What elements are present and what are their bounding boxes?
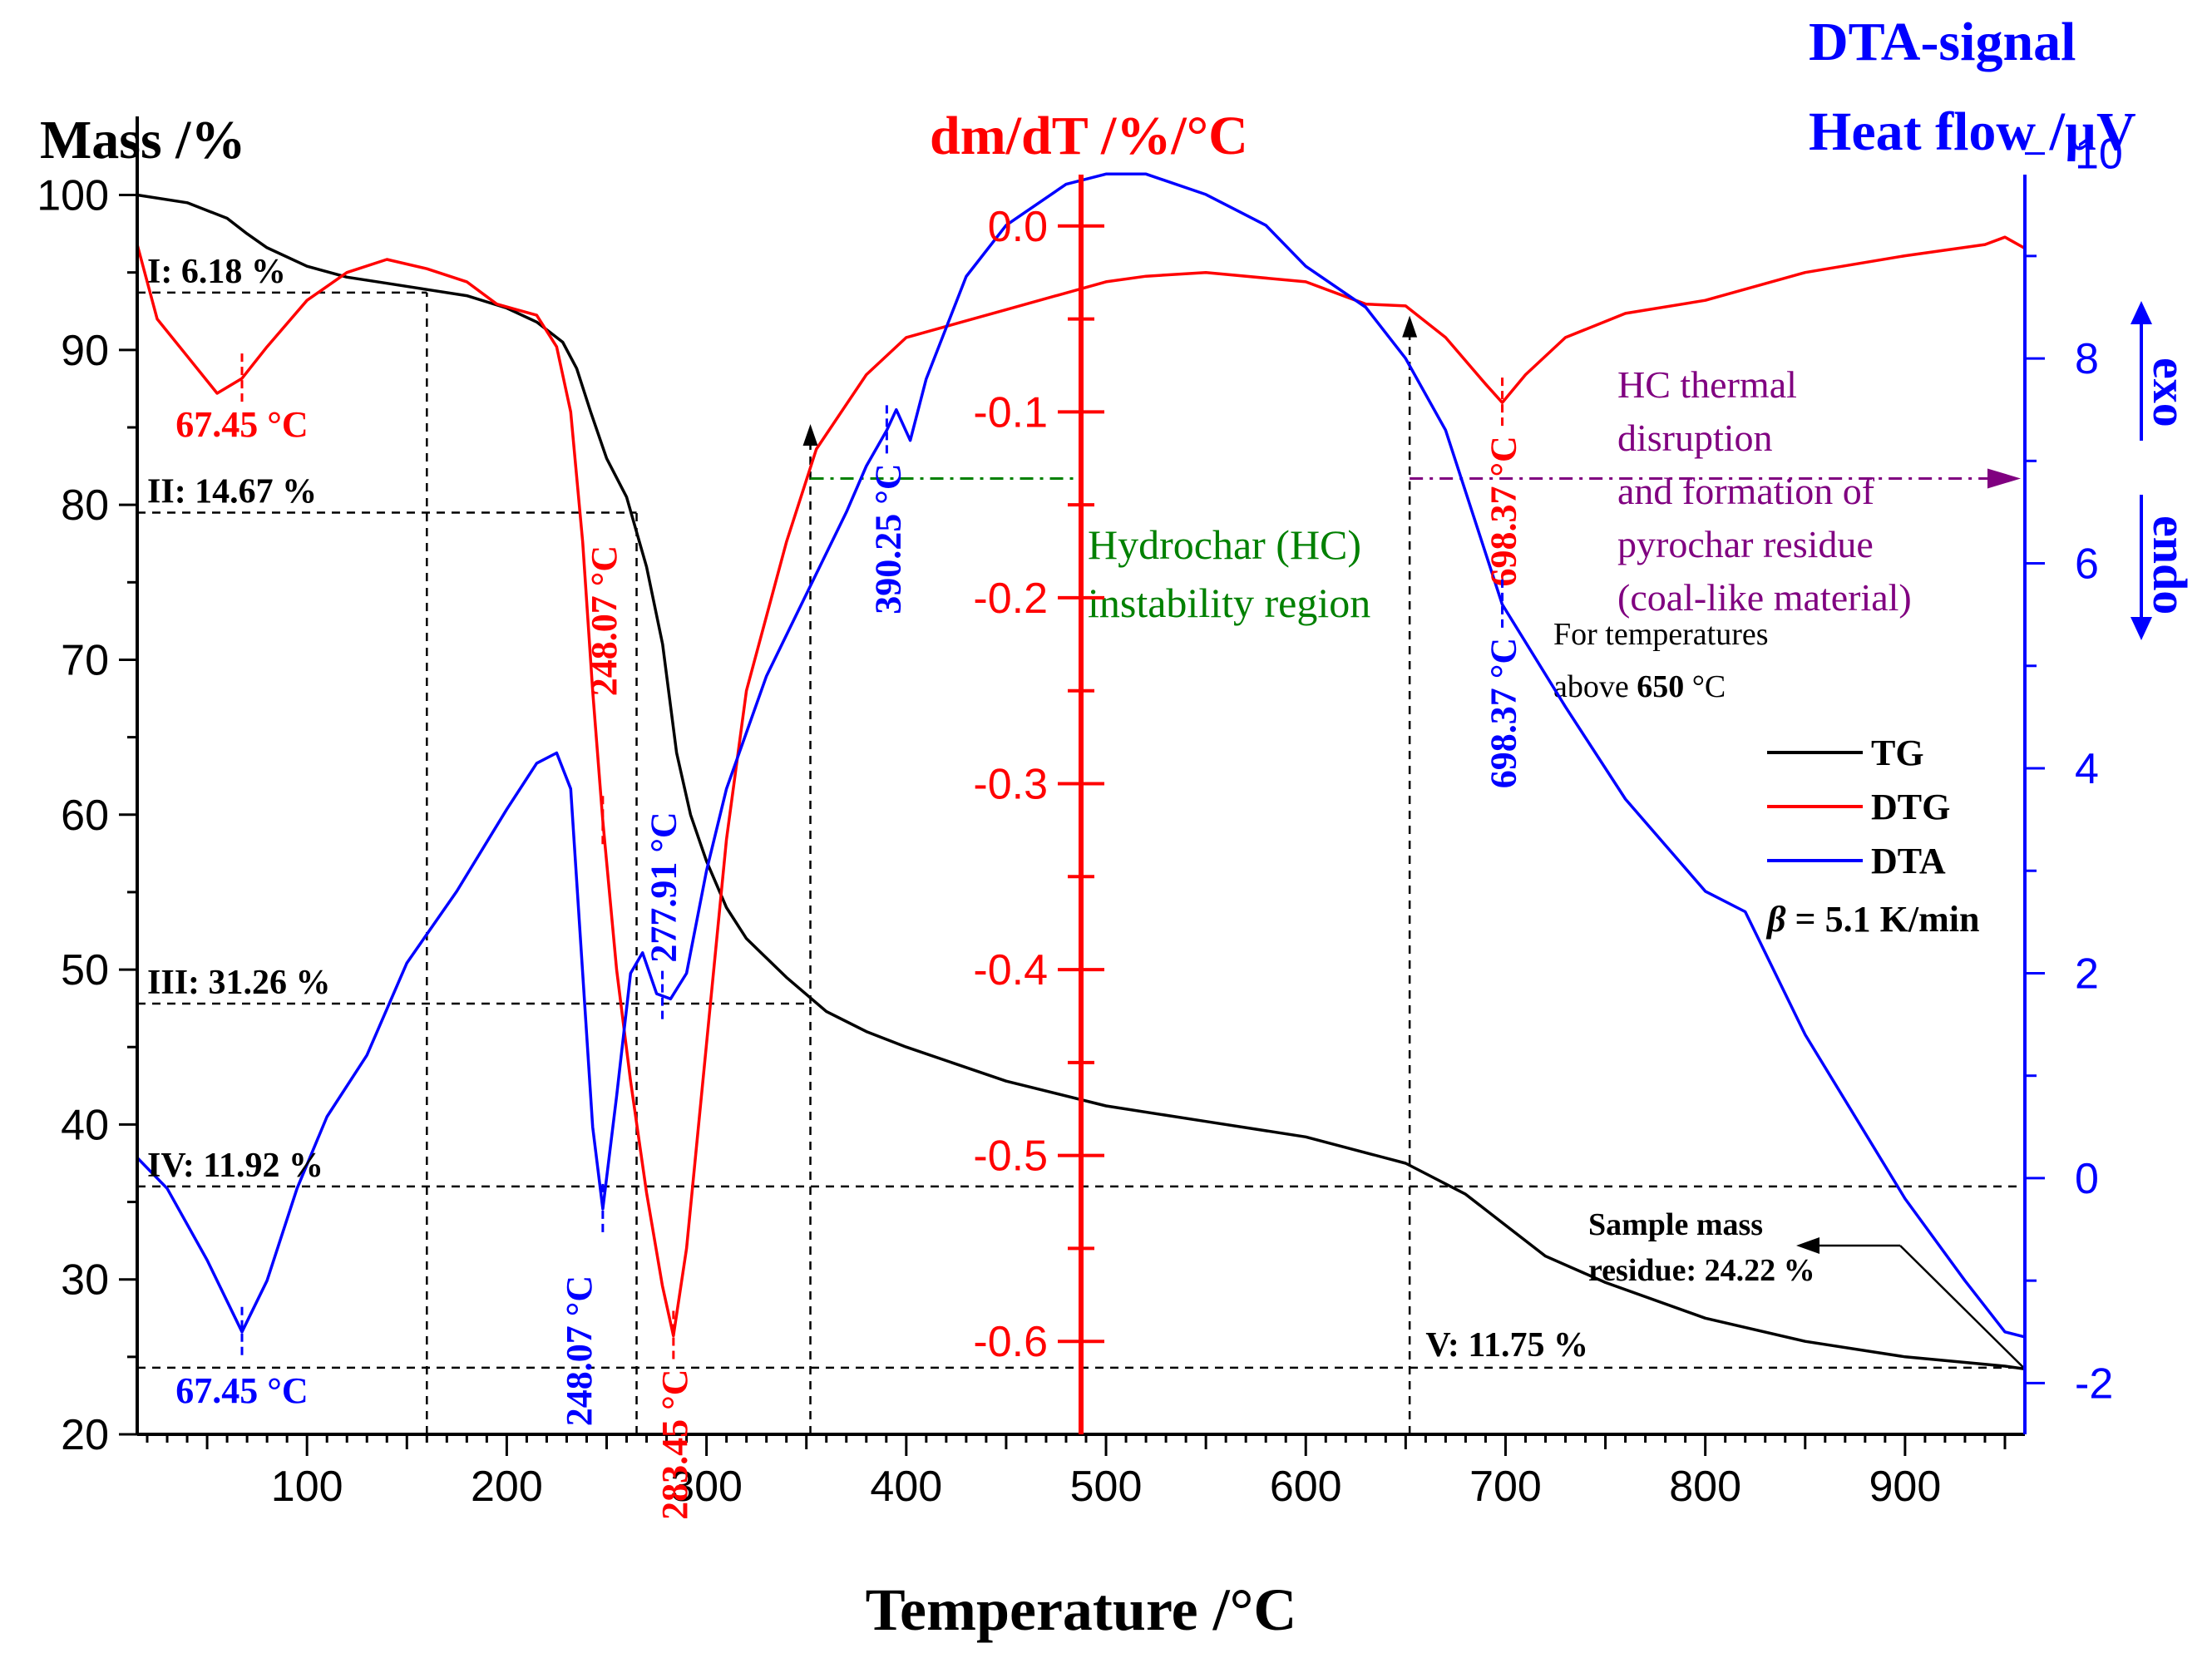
stage-label: III: 31.26 % bbox=[147, 964, 331, 1002]
legend: TG DTG DTA β = 5.1 K/min bbox=[1765, 733, 1979, 940]
curve-tg bbox=[136, 193, 2026, 1371]
x-tick-label: 400 bbox=[870, 1463, 942, 1511]
peak-label: 67.45 °C bbox=[175, 404, 308, 445]
peak-label: 698.37 °C bbox=[1484, 436, 1524, 586]
dtg-tick-label: -0.2 bbox=[973, 575, 1048, 623]
exo-arrow-head bbox=[2131, 301, 2152, 324]
dta-tick-label: 10 bbox=[2075, 131, 2123, 179]
dtg-axis-title-main: dm/dT /%/ bbox=[930, 106, 1187, 166]
dtg-tick-label: -0.6 bbox=[973, 1318, 1048, 1366]
legend-label-dtg: DTG bbox=[1871, 787, 1950, 827]
dta-axis-title-line2: Heat flow /µV bbox=[1809, 101, 2136, 162]
mass-tick-label: 70 bbox=[61, 636, 109, 684]
dta-tick-label: 0 bbox=[2075, 1155, 2099, 1203]
mass-tick-label: 100 bbox=[37, 172, 109, 220]
temps-note-unit: °C bbox=[1684, 669, 1726, 704]
peak-label: 390.25 °C bbox=[867, 463, 908, 614]
stage-labels-layer: I: 6.18 % II: 14.67 % III: 31.26 % IV: 11.9… bbox=[147, 253, 1588, 1364]
peak-label: 283.45 °C bbox=[654, 1369, 695, 1520]
x-tick-label: 600 bbox=[1270, 1463, 1342, 1511]
x-tick-label: 300 bbox=[670, 1463, 743, 1511]
stage-label: V: 11.75 % bbox=[1425, 1326, 1588, 1364]
residue-pointer-line bbox=[1899, 1245, 2026, 1370]
dtg-tick-label: -0.1 bbox=[973, 388, 1048, 437]
hc-thermal-line4: pyrochar residue bbox=[1617, 523, 1874, 565]
hc-thermal-line3: and formation of bbox=[1617, 470, 1875, 512]
dtg-axis-title: dm/dT /%/°C bbox=[930, 106, 1248, 166]
stage-label: I: 6.18 % bbox=[147, 253, 286, 291]
guide-arrow-head bbox=[1402, 315, 1418, 338]
x-axis-title-unit: °C bbox=[1230, 1577, 1297, 1643]
dtg-tick-label: 0.0 bbox=[988, 203, 1048, 251]
peak-label: 277.91 °C bbox=[644, 812, 684, 962]
stage-label: IV: 11.92 % bbox=[147, 1147, 323, 1185]
x-tick-label: 200 bbox=[471, 1463, 543, 1511]
mass-tick-label: 20 bbox=[61, 1411, 109, 1459]
mass-tick-label: 90 bbox=[61, 327, 109, 375]
hc-thermal-line1: HC thermal bbox=[1617, 363, 1797, 406]
mass-axis-title: Mass /% bbox=[40, 110, 246, 170]
legend-label-dta: DTA bbox=[1871, 841, 1946, 881]
dtg-tick-label: -0.4 bbox=[973, 946, 1048, 994]
dta-axis-title-line1: DTA-signal bbox=[1809, 12, 2076, 72]
x-axis-title: Temperature /°C bbox=[866, 1577, 1297, 1643]
endo-label: endo bbox=[2143, 516, 2197, 614]
temps-note-line2: above 650 °C bbox=[1553, 669, 1726, 704]
dta-tick-label: -2 bbox=[2075, 1359, 2113, 1408]
dtg-tick-label: -0.5 bbox=[973, 1132, 1048, 1181]
endo-arrow-head bbox=[2131, 617, 2152, 640]
mass-tick-label: 30 bbox=[61, 1256, 109, 1305]
x-axis-title-main: Temperature / bbox=[866, 1577, 1231, 1643]
residue-arrow-head bbox=[1796, 1237, 1819, 1254]
dta-tick-label: 6 bbox=[2075, 540, 2099, 589]
dta-tick-label: 8 bbox=[2075, 335, 2099, 383]
dtg-tick-label: -0.3 bbox=[973, 761, 1048, 809]
mass-tick-label: 60 bbox=[61, 792, 109, 840]
dta-tick-label: 2 bbox=[2075, 950, 2099, 998]
residue-note-line2: residue: 24.22 % bbox=[1588, 1253, 1815, 1288]
dtg-axis-title-unit: °C bbox=[1187, 106, 1248, 166]
hc-region-label-line1: Hydrochar (HC) bbox=[1088, 521, 1361, 568]
mass-tick-label: 80 bbox=[61, 481, 109, 530]
hc-region-label-line2: instability region bbox=[1088, 580, 1370, 626]
curves-layer bbox=[136, 172, 2026, 1371]
axes-layer: 100 200 300 400 500 600 700 800 9002030405060708… bbox=[37, 116, 2152, 1511]
hc-thermal-line2: disruption bbox=[1617, 417, 1773, 459]
hc-thermal-line5: (coal-like material) bbox=[1617, 576, 1912, 619]
peak-label: 67.45 °C bbox=[175, 1370, 308, 1411]
beta-value: = 5.1 K/min bbox=[1786, 899, 1980, 940]
peak-label: 698.37 °C bbox=[1484, 638, 1524, 788]
peak-markers-layer: 67.45 °C 248.07 °C 283.45 °C 698.37 °C 67.45… bbox=[175, 353, 1524, 1520]
hc-thermal-arrow-head bbox=[1987, 468, 2021, 489]
exo-label: exo bbox=[2143, 358, 2197, 427]
x-tick-label: 500 bbox=[1070, 1463, 1143, 1511]
dta-tick-label: 4 bbox=[2075, 745, 2099, 793]
x-tick-label: 700 bbox=[1469, 1463, 1542, 1511]
residue-note-line1: Sample mass bbox=[1588, 1207, 1763, 1242]
guide-arrow-head bbox=[802, 423, 818, 446]
legend-label-tg: TG bbox=[1871, 733, 1924, 773]
x-tick-label: 900 bbox=[1869, 1463, 1941, 1511]
temps-note-value: 650 bbox=[1637, 669, 1684, 704]
legend-heating-rate: β = 5.1 K/min bbox=[1765, 899, 1979, 940]
x-tick-label: 800 bbox=[1669, 1463, 1741, 1511]
peak-label: 248.07 °C bbox=[559, 1276, 600, 1426]
temps-note-prefix: above bbox=[1553, 669, 1637, 704]
mass-tick-label: 50 bbox=[61, 946, 109, 994]
beta-symbol: β bbox=[1765, 899, 1786, 940]
stage-label: II: 14.67 % bbox=[147, 472, 317, 511]
x-tick-label: 100 bbox=[271, 1463, 343, 1511]
mass-tick-label: 40 bbox=[61, 1101, 109, 1149]
temps-note-line1: For temperatures bbox=[1553, 617, 1769, 652]
peak-label: 248.07 °C bbox=[584, 545, 625, 696]
curve-dtg bbox=[136, 235, 2026, 1338]
curve-dta bbox=[136, 172, 2026, 1339]
